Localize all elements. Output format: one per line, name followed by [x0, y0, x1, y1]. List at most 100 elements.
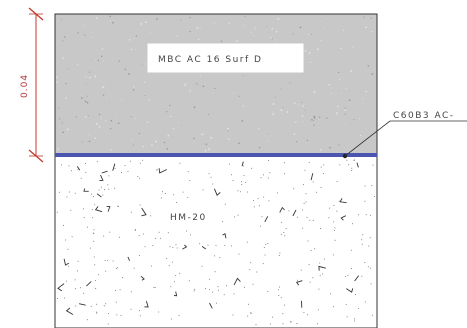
texture-speck: [83, 217, 85, 218]
texture-speck: [303, 312, 305, 314]
texture-speck: [248, 303, 249, 305]
texture-speck: [369, 214, 371, 216]
texture-speck: [132, 144, 135, 146]
texture-speck: [100, 55, 103, 58]
texture-speck: [337, 113, 339, 115]
texture-speck: [329, 293, 331, 295]
texture-speck: [154, 286, 156, 288]
texture-speck: [239, 191, 241, 193]
aggregate-mark: [65, 307, 74, 315]
texture-speck: [372, 164, 374, 166]
texture-speck: [309, 281, 311, 283]
texture-speck: [170, 318, 172, 320]
texture-speck: [266, 25, 267, 27]
texture-speck: [364, 262, 366, 263]
texture-speck: [130, 116, 132, 118]
texture-speck: [237, 190, 239, 192]
texture-speck: [144, 95, 146, 97]
texture-speck: [353, 320, 355, 322]
texture-speck: [370, 283, 372, 285]
texture-speck: [130, 308, 132, 310]
texture-speck: [307, 34, 309, 36]
texture-speck: [244, 286, 245, 288]
texture-speck: [231, 245, 232, 247]
texture-speck: [302, 209, 303, 211]
texture-speck: [362, 234, 364, 236]
texture-speck: [265, 134, 267, 136]
texture-speck: [174, 281, 175, 283]
texture-speck: [60, 18, 63, 20]
texture-speck: [243, 175, 245, 177]
texture-speck: [94, 280, 96, 282]
texture-speck: [187, 171, 189, 173]
aggregate-mark: [209, 302, 213, 309]
texture-speck: [272, 113, 275, 116]
texture-speck: [249, 312, 251, 314]
texture-speck: [98, 189, 100, 191]
texture-speck: [62, 131, 65, 134]
texture-speck: [138, 132, 141, 135]
texture-speck: [361, 239, 363, 241]
texture-speck: [213, 22, 215, 24]
texture-speck: [95, 123, 98, 125]
aggregate-mark: [340, 215, 347, 221]
texture-speck: [212, 183, 214, 185]
texture-speck: [313, 117, 316, 119]
texture-speck: [271, 38, 273, 40]
texture-speck: [96, 161, 98, 163]
texture-speck: [344, 107, 346, 109]
texture-speck: [133, 86, 135, 88]
texture-speck: [348, 99, 351, 101]
texture-speck: [89, 247, 91, 249]
texture-speck: [210, 136, 212, 139]
texture-speck: [107, 259, 109, 261]
texture-speck: [258, 205, 260, 207]
texture-speck: [228, 22, 230, 24]
aggregate-mark: [279, 206, 285, 213]
texture-speck: [105, 303, 107, 305]
texture-speck: [242, 75, 244, 77]
texture-speck: [184, 83, 187, 85]
texture-speck: [138, 235, 140, 236]
texture-speck: [98, 274, 100, 276]
texture-speck: [249, 269, 251, 271]
texture-speck: [303, 203, 305, 204]
texture-speck: [117, 122, 120, 125]
texture-speck: [84, 100, 87, 103]
texture-speck: [164, 193, 166, 194]
texture-speck: [326, 117, 328, 119]
texture-speck: [88, 140, 91, 143]
texture-speck: [118, 206, 120, 207]
texture-speck: [98, 113, 101, 116]
interface-label: C60B3 AC-: [393, 111, 455, 121]
texture-speck: [355, 294, 357, 295]
texture-speck: [304, 169, 306, 171]
texture-speck: [70, 209, 72, 211]
texture-speck: [260, 225, 262, 227]
texture-speck: [193, 137, 195, 140]
texture-speck: [84, 63, 86, 65]
texture-speck: [219, 257, 221, 259]
texture-speck: [368, 245, 370, 247]
texture-speck: [156, 18, 158, 20]
aggregate-mark: [201, 246, 207, 250]
texture-speck: [371, 30, 373, 33]
texture-speck: [283, 232, 285, 233]
aggregate-mark: [295, 280, 303, 286]
texture-speck: [103, 60, 105, 62]
texture-speck: [179, 162, 181, 164]
texture-speck: [320, 39, 322, 41]
texture-speck: [224, 244, 226, 246]
texture-speck: [263, 247, 265, 248]
texture-speck: [71, 170, 73, 172]
texture-speck: [216, 302, 217, 304]
texture-speck: [186, 230, 188, 232]
texture-speck: [284, 235, 286, 237]
texture-speck: [109, 15, 112, 18]
texture-speck: [154, 237, 156, 239]
texture-speck: [238, 253, 240, 255]
texture-speck: [313, 115, 316, 118]
texture-speck: [166, 111, 168, 113]
texture-speck: [170, 286, 172, 288]
texture-speck: [100, 186, 102, 188]
